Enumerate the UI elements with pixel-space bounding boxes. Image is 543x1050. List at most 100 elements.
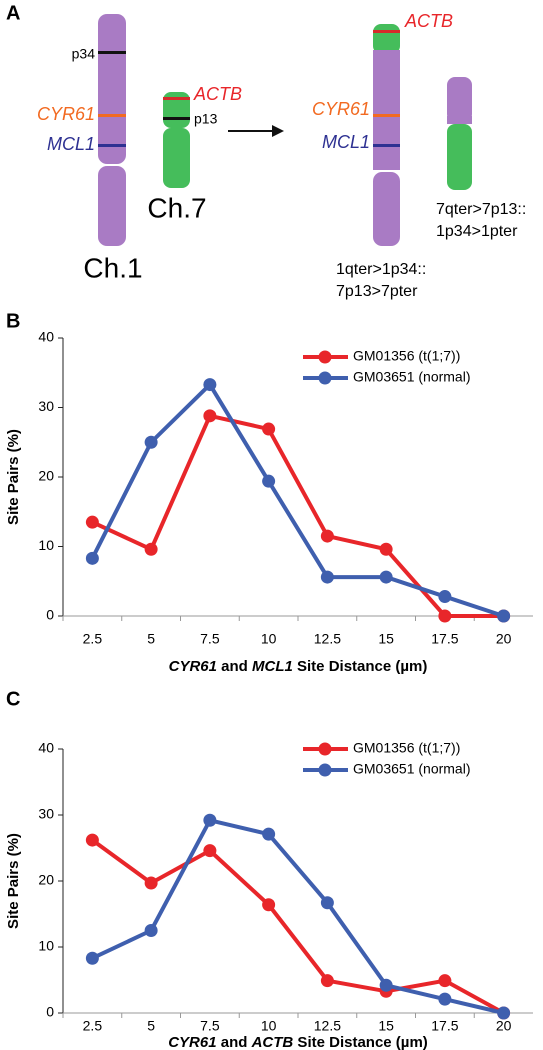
x-tick-label: 20 [496, 631, 512, 647]
series-line [91, 838, 505, 1015]
data-point [85, 833, 99, 847]
diagram: p34 CYR61 MCL1 Ch.1 ACTB p13 Ch.7 ACTB C… [37, 11, 526, 300]
x-axis-label: CYR61 and ACTB Site Distance (µm) [168, 1034, 428, 1050]
legend-label: GM01356 (t(1;7)) [353, 348, 460, 364]
x-tick-label: 5 [147, 1018, 155, 1034]
arrowhead [272, 125, 284, 137]
band [98, 114, 126, 117]
karyotype-label: 7p13>7pter [336, 283, 418, 300]
data-point [379, 978, 393, 992]
x-tick-label: 17.5 [431, 1018, 458, 1034]
x-axis-label-part: ACTB [251, 1034, 294, 1050]
panel-labels: A B C [6, 2, 20, 710]
series-line [91, 413, 504, 618]
data-point [262, 474, 276, 488]
x-axis-label-part: CYR61 [168, 1034, 216, 1050]
legend-label: GM03651 (normal) [353, 369, 471, 385]
y-tick-label: 10 [38, 537, 54, 553]
x-tick-label: 7.5 [200, 1018, 220, 1034]
band [98, 51, 126, 54]
data-point [262, 422, 276, 436]
x-tick-label: 10 [261, 631, 277, 647]
data-point [320, 529, 334, 543]
x-tick-label: 15 [378, 1018, 394, 1034]
x-axis-label: CYR61 and MCL1 Site Distance (µm) [169, 658, 428, 675]
y-axis-label: Site Pairs (%) [5, 833, 22, 929]
der1-green [373, 24, 400, 54]
der7-purple [447, 116, 472, 124]
data-point [438, 609, 452, 623]
y-tick-label: 10 [38, 938, 54, 954]
band-label: p13 [194, 111, 218, 127]
band [373, 114, 400, 117]
x-axis-label-part: Site Distance (µm) [293, 1034, 428, 1050]
gene-label: ACTB [193, 84, 242, 104]
chromosome-label: Ch.7 [147, 192, 206, 223]
x-tick-label: 12.5 [314, 631, 341, 647]
y-axis-label: Site Pairs (%) [5, 429, 22, 525]
karyotype-label: 7qter>7p13:: [436, 201, 526, 218]
data-point [379, 570, 393, 584]
data-point [497, 1006, 511, 1020]
der7-green [447, 124, 472, 190]
data-point [203, 813, 217, 827]
x-tick-label: 2.5 [83, 1018, 103, 1034]
y-tick-label: 40 [38, 740, 54, 756]
chromosome-1-p [98, 14, 126, 164]
gene-label: MCL1 [322, 132, 370, 152]
y-tick-label: 40 [38, 329, 54, 345]
panel-label: B [6, 310, 20, 332]
data-point [203, 378, 217, 392]
data-point [144, 435, 158, 449]
y-tick-label: 0 [46, 607, 54, 623]
karyotype-label: 1qter>1p34:: [336, 261, 426, 278]
band [373, 30, 400, 33]
x-tick-label: 12.5 [314, 1018, 341, 1034]
gene-label: ACTB [404, 11, 453, 31]
data-point [438, 974, 452, 988]
data-point [144, 876, 158, 890]
legend-label: GM03651 (normal) [353, 761, 471, 777]
band [98, 144, 126, 147]
legend-marker [318, 371, 332, 385]
series-line [91, 818, 505, 1015]
data-point [203, 844, 217, 858]
data-point [497, 609, 511, 623]
chromosome-label: Ch.1 [83, 252, 142, 283]
legend-label: GM01356 (t(1;7)) [353, 740, 460, 756]
gene-label: CYR61 [37, 104, 95, 124]
x-tick-label: 10 [261, 1018, 277, 1034]
gene-label: MCL1 [47, 134, 95, 154]
der1-q [373, 172, 400, 246]
data-point [262, 827, 276, 841]
legend-marker [318, 763, 332, 777]
der1-p [373, 50, 400, 170]
x-axis-label-part: Site Distance (µm) [293, 658, 428, 675]
data-point [144, 924, 158, 937]
y-tick-label: 20 [38, 468, 54, 484]
x-tick-label: 20 [496, 1018, 512, 1034]
y-tick-label: 20 [38, 872, 54, 888]
data-point [262, 898, 276, 912]
data-point [320, 896, 334, 910]
legend-marker [318, 742, 332, 756]
x-tick-label: 5 [147, 631, 155, 647]
gene-label: CYR61 [312, 99, 370, 119]
x-tick-label: 17.5 [431, 631, 458, 647]
band [163, 117, 190, 120]
data-point [85, 551, 99, 565]
data-point [438, 992, 452, 1006]
x-axis-label-part: CYR61 [169, 658, 217, 675]
data-point [379, 542, 393, 556]
data-point [203, 409, 217, 423]
chromosome-1-q [98, 166, 126, 246]
x-tick-label: 15 [378, 631, 394, 647]
panel-label: A [6, 2, 20, 24]
series-line [90, 382, 505, 618]
band [163, 97, 190, 100]
y-tick-label: 30 [38, 806, 54, 822]
data-point [320, 974, 334, 988]
x-axis-label-part: and [217, 658, 252, 675]
data-point [320, 570, 334, 584]
